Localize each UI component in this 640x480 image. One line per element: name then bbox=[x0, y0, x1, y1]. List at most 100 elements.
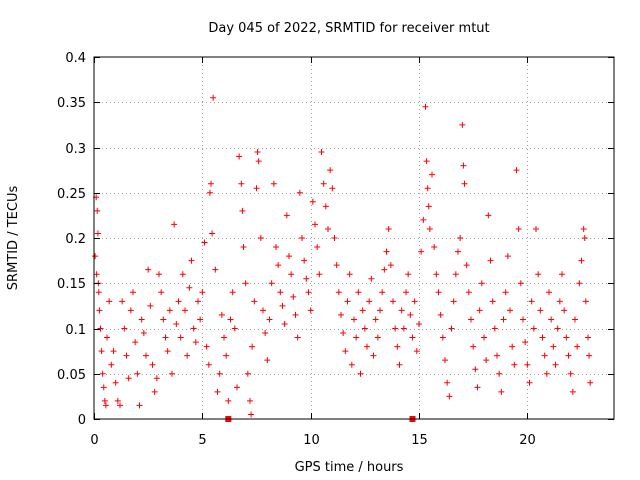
data-point bbox=[335, 289, 342, 296]
data-point bbox=[338, 311, 344, 318]
data-point bbox=[448, 325, 455, 332]
data-point bbox=[455, 248, 461, 255]
data-point bbox=[478, 280, 485, 287]
data-point bbox=[92, 253, 99, 260]
data-point bbox=[249, 343, 256, 350]
data-point bbox=[442, 357, 448, 364]
data-point bbox=[275, 262, 282, 269]
x-tick-label: 0 bbox=[90, 433, 98, 448]
data-point bbox=[270, 180, 277, 187]
data-point bbox=[221, 334, 227, 341]
data-point bbox=[162, 334, 169, 341]
data-point bbox=[288, 271, 295, 278]
data-point bbox=[431, 244, 438, 251]
data-point bbox=[199, 289, 206, 296]
data-point bbox=[166, 307, 173, 314]
x-tick-label: 10 bbox=[303, 433, 320, 448]
data-point bbox=[567, 370, 574, 377]
data-point bbox=[277, 289, 284, 296]
data-point bbox=[93, 271, 100, 278]
data-point bbox=[218, 311, 225, 318]
data-point bbox=[537, 307, 544, 314]
data-point bbox=[392, 325, 399, 332]
data-point bbox=[572, 316, 578, 323]
data-point bbox=[101, 397, 108, 404]
data-point bbox=[420, 216, 427, 223]
data-point bbox=[102, 402, 109, 409]
data-point bbox=[209, 230, 216, 237]
data-point bbox=[411, 298, 418, 305]
data-point bbox=[366, 298, 373, 305]
data-point bbox=[153, 375, 160, 382]
data-point bbox=[587, 379, 594, 386]
data-point bbox=[134, 370, 141, 377]
data-point bbox=[381, 266, 388, 273]
data-point bbox=[327, 167, 334, 174]
y-tick-label: 0.35 bbox=[57, 96, 86, 111]
data-point bbox=[398, 307, 405, 314]
data-point bbox=[580, 225, 587, 232]
data-point bbox=[138, 316, 145, 323]
data-point bbox=[470, 343, 477, 350]
data-point bbox=[446, 393, 453, 400]
data-point bbox=[173, 320, 180, 327]
data-point bbox=[104, 334, 110, 341]
data-point bbox=[405, 271, 412, 278]
data-point bbox=[106, 298, 113, 305]
data-point bbox=[463, 262, 470, 269]
data-point bbox=[108, 361, 115, 368]
data-point bbox=[342, 348, 349, 355]
data-point bbox=[257, 235, 264, 241]
data-point bbox=[316, 271, 323, 278]
data-point bbox=[520, 316, 526, 323]
data-point bbox=[500, 316, 507, 323]
data-point bbox=[450, 298, 457, 305]
data-point bbox=[550, 343, 557, 350]
data-point bbox=[576, 280, 583, 287]
data-point bbox=[370, 352, 377, 359]
y-tick-label: 0.05 bbox=[57, 368, 86, 383]
data-point bbox=[156, 271, 162, 278]
data-point bbox=[234, 384, 240, 391]
data-point bbox=[383, 248, 390, 255]
data-point bbox=[517, 280, 524, 287]
data-point bbox=[145, 266, 152, 273]
data-point bbox=[255, 158, 262, 165]
data-point bbox=[123, 352, 130, 359]
data-point bbox=[210, 94, 217, 101]
data-point bbox=[225, 397, 232, 404]
data-point bbox=[561, 307, 568, 314]
data-point bbox=[403, 289, 409, 296]
data-point bbox=[476, 307, 483, 314]
data-point bbox=[433, 271, 440, 278]
data-point bbox=[309, 198, 316, 205]
data-point bbox=[452, 271, 459, 278]
data-point bbox=[586, 352, 593, 359]
data-point bbox=[248, 411, 255, 418]
data-point bbox=[483, 357, 490, 364]
data-point bbox=[314, 244, 321, 251]
data-point bbox=[487, 257, 494, 264]
grid-lines bbox=[94, 57, 614, 419]
data-point bbox=[286, 253, 292, 260]
data-point bbox=[112, 379, 119, 386]
data-point bbox=[264, 357, 271, 364]
y-tick-label: 0.4 bbox=[65, 51, 86, 66]
data-point bbox=[535, 271, 542, 278]
data-point bbox=[283, 212, 290, 219]
data-point bbox=[524, 361, 531, 368]
x-axis-label: GPS time / hours bbox=[295, 460, 404, 475]
data-point bbox=[582, 298, 589, 305]
data-point bbox=[439, 334, 446, 341]
data-point bbox=[188, 257, 195, 264]
data-point bbox=[262, 330, 269, 337]
data-point bbox=[364, 343, 370, 350]
data-point bbox=[368, 275, 375, 282]
data-point bbox=[509, 343, 516, 350]
data-point bbox=[485, 212, 492, 219]
data-point bbox=[114, 397, 121, 404]
data-point bbox=[281, 320, 288, 327]
data-point bbox=[303, 275, 310, 282]
data-point bbox=[94, 230, 101, 237]
